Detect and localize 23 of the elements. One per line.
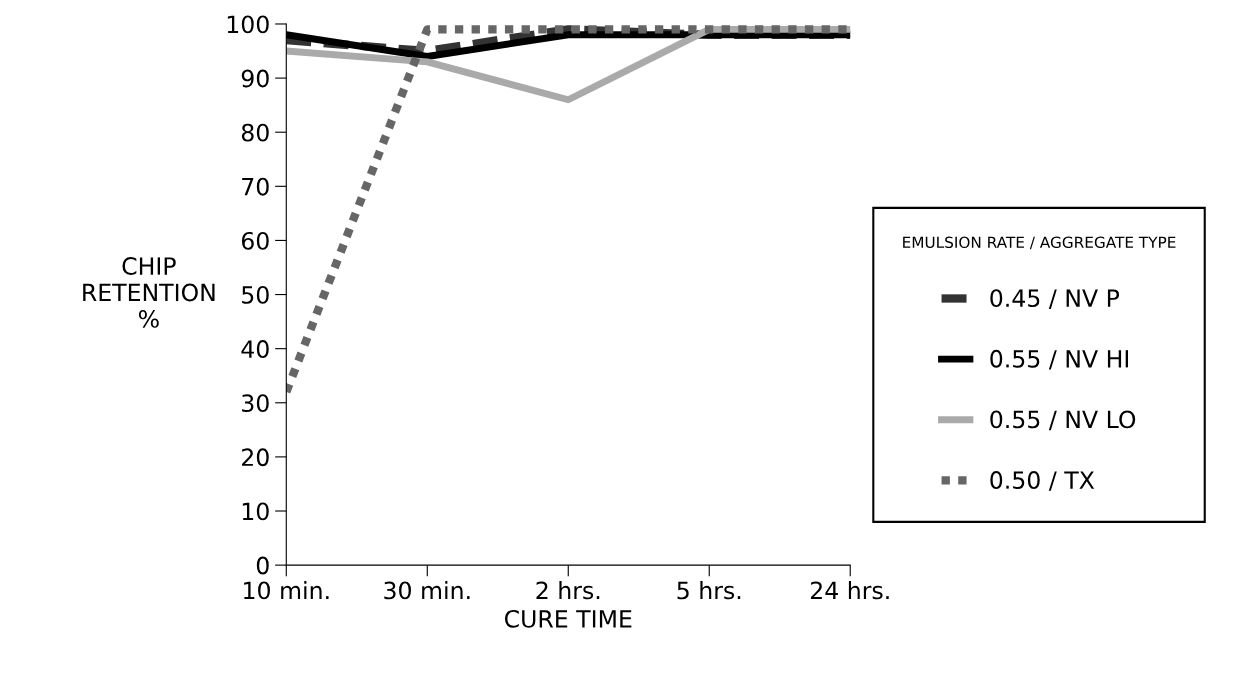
- y-tick-label: 0: [256, 556, 269, 575]
- x-tick-label: 30 min.: [384, 581, 470, 600]
- y-tick-label: 90: [241, 69, 269, 88]
- y-tick-label: 10: [242, 502, 269, 521]
- y-tick-label: 60: [241, 231, 269, 250]
- legend-label: 0.55 / NV LO: [990, 410, 1136, 431]
- y-tick-label: 20: [242, 448, 269, 467]
- x-tick-label: 5 hrs.: [677, 581, 741, 600]
- y-tick-label: 50: [242, 286, 269, 304]
- y-tick-label: 30: [242, 394, 269, 413]
- x-axis-title: CURE TIME: [504, 609, 632, 628]
- y-tick-label: 80: [241, 123, 269, 142]
- legend-title: EMULSION RATE / AGGREGATE TYPE: [903, 236, 1176, 250]
- y-tick-label: 40: [241, 340, 269, 358]
- y-tick-label: 70: [242, 177, 269, 196]
- x-tick-label: 24 hrs.: [810, 581, 889, 600]
- legend-label: 0.55 / NV HI: [990, 349, 1129, 370]
- x-tick-label: 10 min.: [244, 581, 329, 600]
- legend-label: 0.45 / NV P: [990, 289, 1120, 309]
- y-axis-title: CHIP RETENTION %: [83, 257, 215, 328]
- y-tick-label: 100: [227, 15, 269, 34]
- legend-label: 0.50 / TX: [990, 471, 1095, 491]
- x-tick-label: 2 hrs.: [536, 581, 600, 600]
